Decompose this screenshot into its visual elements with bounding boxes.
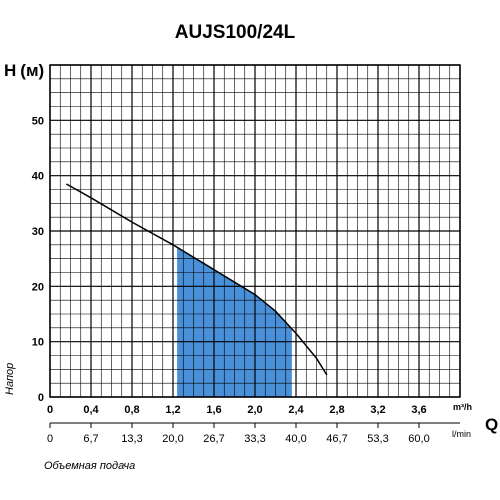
x-unit-primary: m³/h <box>453 402 472 412</box>
x-unit-secondary: l/min <box>452 429 471 439</box>
y-tick-labels: 0 10 20 30 40 50 <box>32 115 44 404</box>
y-axis-symbol: H (м) <box>4 61 44 80</box>
x-tick-label: 3,2 <box>370 404 385 416</box>
x-secondary-tick-label: 53,3 <box>367 433 388 445</box>
plot-frame <box>49 64 461 398</box>
x-axis-label: Объемная подача <box>44 460 135 472</box>
x-secondary-tick-label: 6,7 <box>83 433 98 445</box>
x-tick-label: 2,0 <box>247 404 262 416</box>
x-tick-label: 1,6 <box>206 404 221 416</box>
y-tick-label: 10 <box>32 337 44 349</box>
x-tick-label: 2,4 <box>288 404 304 416</box>
y-axis-label: Напор <box>4 363 16 395</box>
x-secondary-tick-label: 20,0 <box>162 433 183 445</box>
x-secondary-tick-label: 46,7 <box>326 433 347 445</box>
x-secondary-tick-labels: 0 6,7 13,3 20,0 26,7 33,3 40,0 46,7 53,3 60,0 <box>47 422 460 445</box>
x-tick-label: 0,4 <box>83 404 99 416</box>
y-tick-label: 20 <box>32 281 44 293</box>
x-tick-label: 0 <box>47 404 53 416</box>
x-secondary-tick-label: 60,0 <box>408 433 429 445</box>
x-secondary-tick-label: 33,3 <box>244 433 265 445</box>
x-secondary-tick-label: 26,7 <box>203 433 224 445</box>
x-secondary-tick-label: 0 <box>47 433 53 445</box>
x-tick-label: 0,8 <box>124 404 139 416</box>
chart-title: AUJS100/24L <box>175 22 296 43</box>
x-secondary-tick-label: 13,3 <box>121 433 142 445</box>
x-tick-label: 2,8 <box>329 404 344 416</box>
x-secondary-tick-label: 40,0 <box>285 433 306 445</box>
x-tick-label: 3,6 <box>411 404 426 416</box>
y-tick-label: 40 <box>32 171 44 183</box>
x-tick-labels: 0 0,4 0,8 1,2 1,6 2,0 2,4 2,8 3,2 3,6 <box>47 404 427 416</box>
y-tick-label: 0 <box>38 392 44 404</box>
x-axis-symbol: Q <box>485 415 498 434</box>
performance-curve <box>66 183 328 376</box>
y-tick-label: 50 <box>32 115 44 127</box>
y-tick-label: 30 <box>32 226 44 238</box>
x-tick-label: 1,2 <box>165 404 180 416</box>
